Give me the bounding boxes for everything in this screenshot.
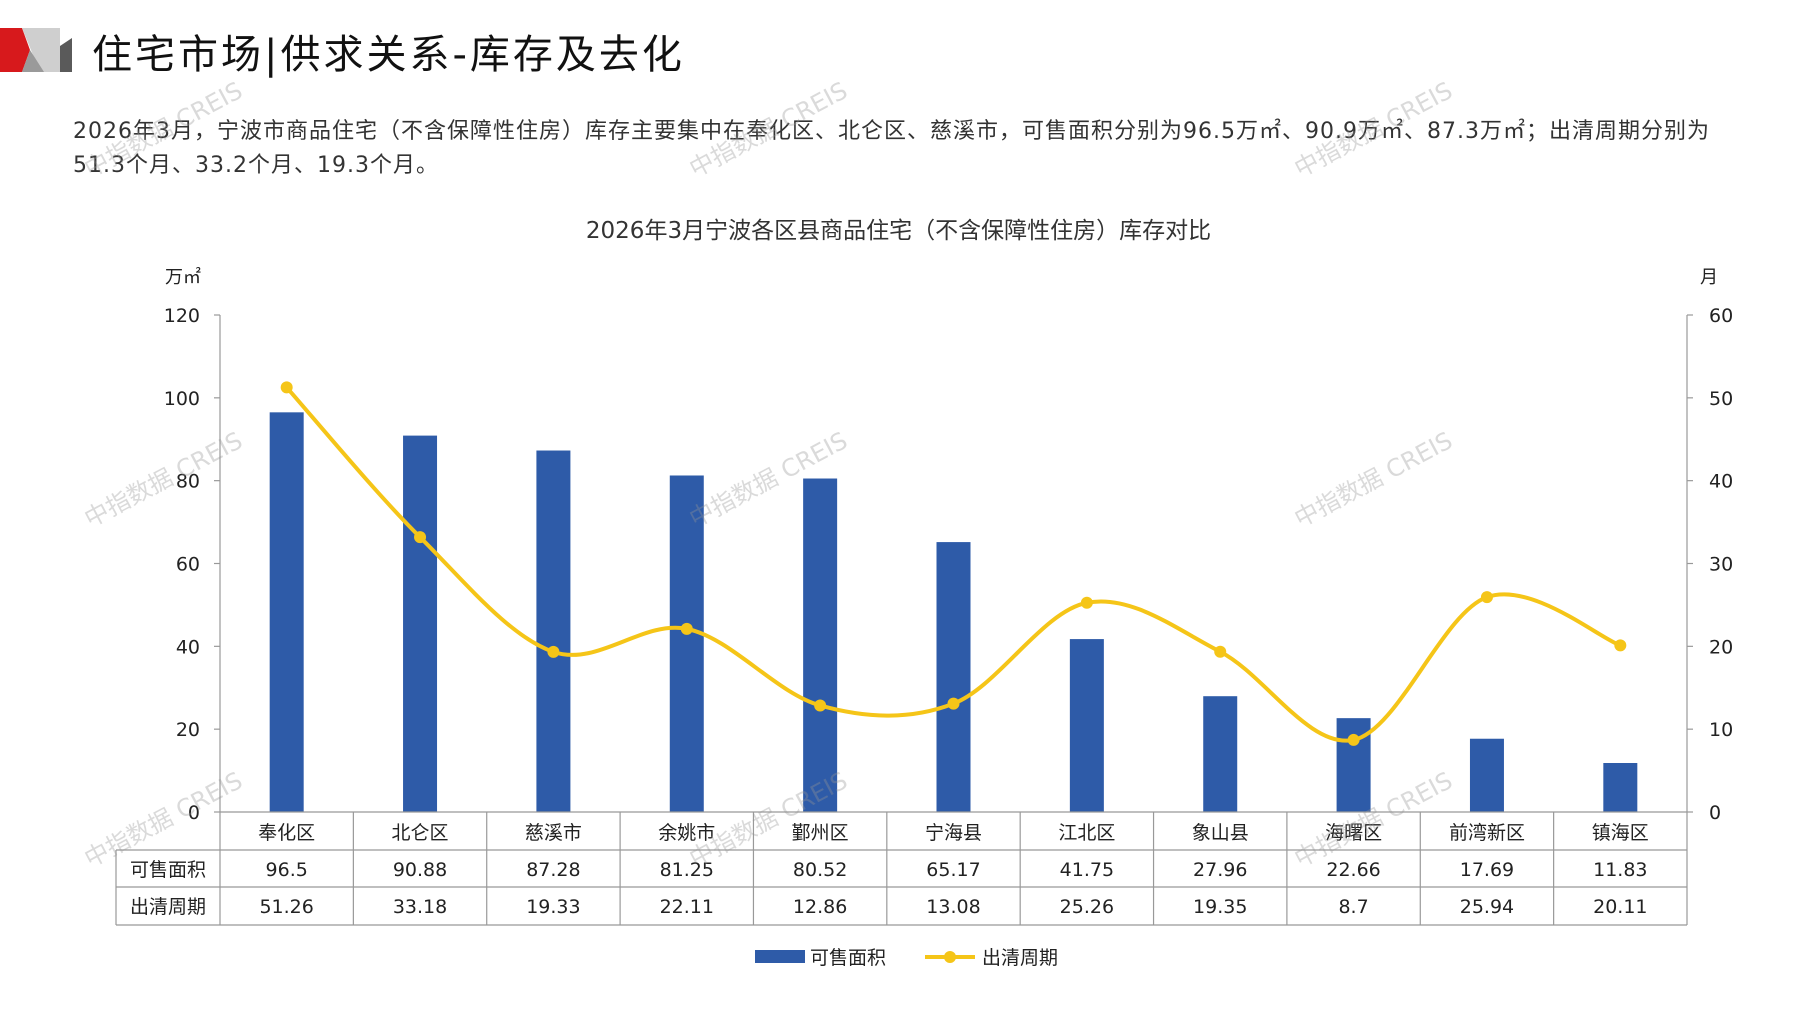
bar-value-cell: 87.28 [526, 859, 580, 881]
category-label: 鄞州区 [792, 822, 849, 844]
y2-tick-label: 30 [1709, 554, 1733, 576]
y2-axis-unit: 月 [1700, 267, 1718, 288]
category-label: 余姚市 [658, 822, 715, 844]
line-value-cell: 25.94 [1460, 896, 1514, 918]
category-label: 海曙区 [1325, 822, 1382, 844]
category-label: 慈溪市 [525, 822, 582, 844]
category-label: 象山县 [1192, 822, 1249, 844]
category-label: 宁海县 [925, 822, 982, 844]
y-tick-label: 80 [176, 471, 200, 493]
bar-value-cell: 96.5 [266, 859, 308, 881]
line-point [547, 645, 560, 658]
line-point [414, 531, 427, 544]
bar [1203, 696, 1238, 812]
line-point [680, 622, 693, 635]
bar [936, 542, 971, 812]
line-value-cell: 33.18 [393, 896, 447, 918]
line-value-cell: 19.35 [1193, 896, 1247, 918]
legend-bar-swatch [755, 950, 805, 963]
y2-tick-label: 0 [1709, 802, 1721, 824]
y-tick-label: 60 [176, 554, 200, 576]
legend-line-marker [944, 951, 956, 963]
line-point [1480, 591, 1493, 604]
bar [403, 435, 438, 812]
category-label: 奉化区 [258, 822, 315, 844]
bar-value-cell: 11.83 [1593, 859, 1647, 881]
legend-bar-label: 可售面积 [810, 947, 886, 969]
bar-value-cell: 17.69 [1460, 859, 1514, 881]
line-point [1214, 645, 1227, 658]
y-tick-label: 100 [164, 388, 200, 410]
bar [269, 412, 304, 812]
y-tick-label: 120 [164, 305, 200, 327]
bar-value-cell: 27.96 [1193, 859, 1247, 881]
line-point [1080, 596, 1093, 609]
line-point [814, 699, 827, 712]
chart-title: 2026年3月宁波各区县商品住宅（不含保障性住房）库存对比 [585, 218, 1212, 244]
y-axis-unit: 万㎡ [165, 266, 201, 288]
y2-tick-label: 40 [1709, 471, 1733, 493]
bar [1603, 763, 1638, 812]
bar [669, 475, 704, 812]
row-header: 可售面积 [130, 859, 206, 881]
y2-tick-label: 20 [1709, 636, 1733, 658]
summary-text: 2026年3月，宁波市商品住宅（不含保障性住房）库存主要集中在奉化区、北仑区、慈… [73, 119, 1710, 178]
line-value-cell: 13.08 [926, 896, 980, 918]
bar-value-cell: 41.75 [1060, 859, 1114, 881]
legend-line-label: 出清周期 [982, 947, 1058, 969]
y-tick-label: 20 [176, 719, 200, 741]
line-value-cell: 8.7 [1338, 896, 1368, 918]
line-value-cell: 25.26 [1060, 896, 1114, 918]
bar-value-cell: 80.52 [793, 859, 847, 881]
line-point [947, 697, 960, 710]
bar [803, 478, 838, 812]
line-value-cell: 51.26 [259, 896, 313, 918]
bar [1469, 738, 1504, 812]
bar-value-cell: 22.66 [1326, 859, 1380, 881]
bar [1336, 718, 1371, 812]
bar-value-cell: 81.25 [660, 859, 714, 881]
bar-value-cell: 65.17 [926, 859, 980, 881]
y2-tick-label: 60 [1709, 305, 1733, 327]
category-label: 北仑区 [392, 822, 449, 844]
line-point [1614, 639, 1627, 652]
row-header: 出清周期 [130, 896, 206, 918]
line-value-cell: 19.33 [526, 896, 580, 918]
line-value-cell: 22.11 [660, 896, 714, 918]
page-title: 住宅市场|供求关系-库存及去化 [92, 32, 685, 78]
brand-logo [0, 28, 72, 72]
line-point [1347, 733, 1360, 746]
line-value-cell: 20.11 [1593, 896, 1647, 918]
y2-tick-label: 10 [1709, 719, 1733, 741]
y-tick-label: 0 [188, 802, 200, 824]
line-value-cell: 12.86 [793, 896, 847, 918]
category-label: 江北区 [1058, 822, 1115, 844]
category-label: 前湾新区 [1449, 822, 1525, 844]
line-point [280, 381, 293, 394]
bar [536, 450, 571, 812]
category-label: 镇海区 [1592, 822, 1649, 844]
y2-tick-label: 50 [1709, 388, 1733, 410]
bar [1069, 639, 1104, 812]
bar-value-cell: 90.88 [393, 859, 447, 881]
y-tick-label: 40 [176, 636, 200, 658]
